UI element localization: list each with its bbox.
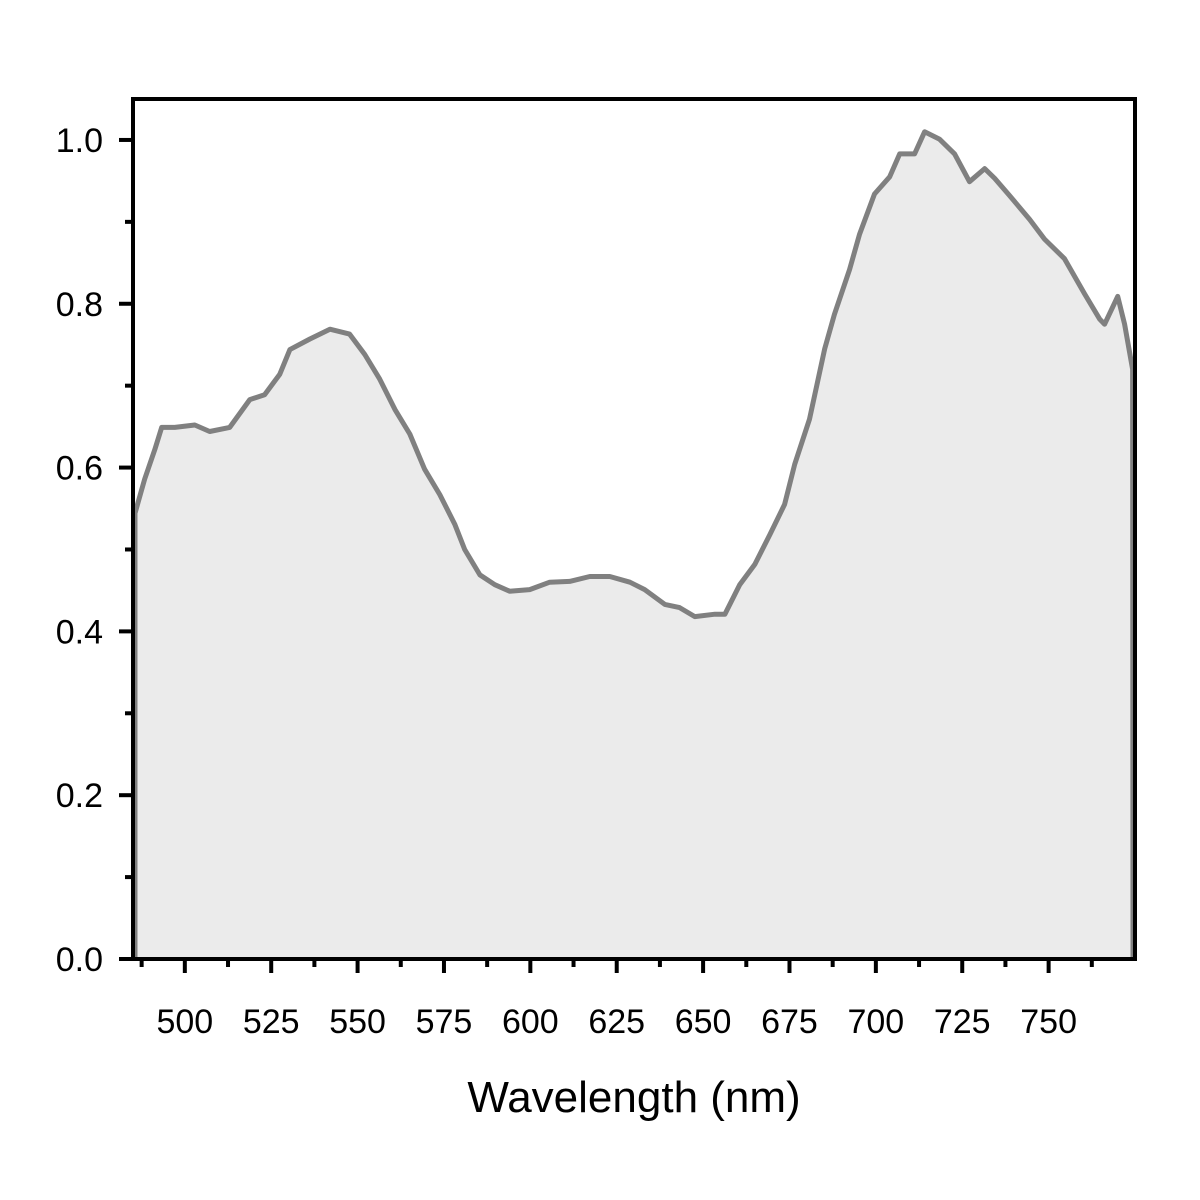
y-tick-label: 0.0 <box>56 941 103 979</box>
y-tick-label: 0.8 <box>56 286 103 324</box>
y-tick-label: 1.0 <box>56 122 103 160</box>
x-tick-label: 525 <box>243 1003 300 1041</box>
x-tick-label: 575 <box>416 1003 473 1041</box>
x-tick-label: 650 <box>675 1003 732 1041</box>
x-tick-label: 625 <box>588 1003 645 1041</box>
x-tick-label: 500 <box>156 1003 213 1041</box>
y-tick-label: 0.6 <box>56 450 103 488</box>
x-tick-label: 725 <box>934 1003 991 1041</box>
x-axis-title: Wavelength (nm) <box>467 1073 800 1122</box>
x-tick-label: 600 <box>502 1003 559 1041</box>
x-tick-label: 550 <box>329 1003 386 1041</box>
x-tick-label: 675 <box>761 1003 818 1041</box>
plot-frame <box>131 97 1137 961</box>
series-line <box>132 129 1136 960</box>
y-tick-label: 0.4 <box>56 613 103 651</box>
y-tick-label: 0.2 <box>56 777 103 815</box>
area-fill <box>134 131 1133 960</box>
x-tick-label: 700 <box>847 1003 904 1041</box>
x-tick-label: 750 <box>1020 1003 1077 1041</box>
